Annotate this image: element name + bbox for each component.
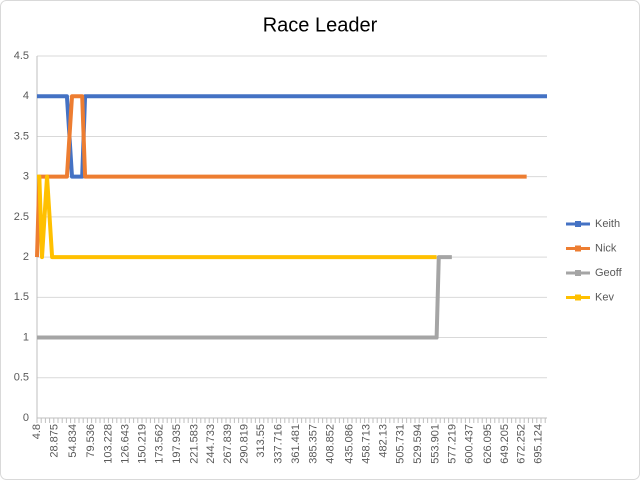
x-tick-label: 4.8 [31, 424, 43, 439]
x-tick-label: 577.219 [447, 424, 459, 464]
series-line [37, 94, 547, 179]
y-tick-label: 0 [23, 412, 29, 424]
y-tick-label: 3 [23, 171, 29, 183]
y-tick-label: 2.5 [14, 211, 29, 223]
legend-label: Geoff [595, 267, 623, 279]
x-tick-label: 173.562 [153, 424, 165, 464]
x-tick-label: 553.901 [430, 424, 442, 464]
y-tick-label: 2 [23, 251, 29, 263]
x-tick-label: 482.13 [378, 424, 390, 458]
legend-marker [575, 294, 581, 301]
x-tick-label: 126.643 [119, 424, 131, 464]
x-tick-label: 290.819 [239, 424, 251, 464]
x-tick-label: 79.536 [85, 424, 97, 458]
x-tick-label: 197.935 [171, 424, 183, 464]
x-tick-label: 408.852 [324, 424, 336, 464]
legend-label: Keith [595, 218, 620, 230]
x-tick-label: 695.124 [532, 424, 544, 464]
y-tick-label: 0.5 [14, 372, 29, 384]
x-tick-label: 28.875 [48, 424, 60, 458]
x-tick-label: 649.205 [499, 424, 511, 464]
x-tick-label: 267.839 [222, 424, 234, 464]
x-tick-label: 458.713 [361, 424, 373, 464]
legend-marker [575, 245, 581, 252]
y-tick-label: 3.5 [14, 130, 29, 142]
x-tick-label: 244.733 [205, 424, 217, 464]
x-tick-label: 435.086 [343, 424, 355, 464]
x-tick-label: 672.252 [516, 424, 528, 464]
x-tick-label: 529.594 [412, 424, 424, 464]
x-tick-label: 600.437 [464, 424, 476, 464]
x-tick-label: 626.095 [482, 424, 494, 464]
x-tick-label: 103.228 [102, 424, 114, 464]
y-tick-label: 4.5 [14, 50, 29, 62]
series-line [37, 174, 437, 260]
x-tick-label: 54.834 [67, 424, 79, 458]
x-tick-label: 313.55 [255, 424, 267, 458]
x-tick-label: 505.731 [395, 424, 407, 464]
y-tick-label: 4 [23, 90, 29, 102]
x-tick-label: 221.583 [188, 424, 200, 464]
legend-label: Kev [595, 291, 614, 303]
chart-title: Race Leader [263, 14, 378, 36]
x-tick-label: 361.481 [290, 424, 302, 464]
legend-marker [575, 221, 581, 227]
legend-marker [575, 270, 581, 276]
y-tick-label: 1.5 [14, 291, 29, 303]
x-tick-label: 337.716 [273, 424, 285, 464]
x-tick-label: 150.219 [137, 424, 149, 464]
x-tick-label: 385.357 [307, 424, 319, 464]
y-tick-label: 1 [23, 331, 29, 343]
legend-label: Nick [595, 242, 617, 254]
series-line [37, 255, 452, 340]
